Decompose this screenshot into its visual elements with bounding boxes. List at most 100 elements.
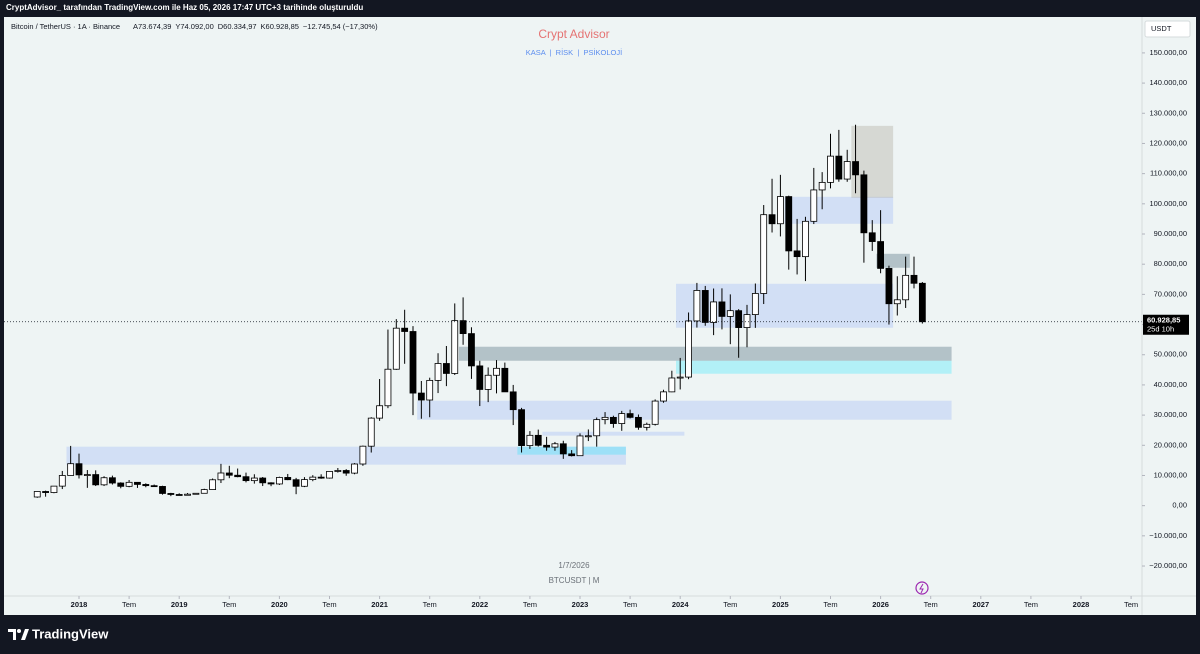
- candle-body: [184, 493, 191, 496]
- candle-body: [701, 290, 709, 323]
- ohlc-field: −12.745,54 (−17,30%): [303, 22, 378, 31]
- candle-body: [743, 314, 751, 328]
- candle-body: [877, 241, 884, 269]
- y-tick-label: 40.000,00: [1154, 380, 1187, 389]
- x-tick-label: 2025: [772, 600, 789, 609]
- candle-body: [760, 214, 768, 294]
- candle-body: [810, 189, 818, 222]
- x-tick-label: Tem: [222, 600, 236, 609]
- candle-body: [401, 327, 409, 332]
- candle-body: [668, 377, 676, 393]
- logo-mark: [21, 629, 29, 640]
- candle-body: [134, 481, 141, 485]
- candle-body: [33, 491, 41, 498]
- event-icon[interactable]: [915, 581, 929, 595]
- candle-body: [275, 477, 283, 485]
- candle-body: [326, 470, 333, 479]
- x-tick-label: Tem: [322, 600, 336, 609]
- candle-body: [192, 492, 200, 495]
- candle-body: [843, 161, 851, 180]
- candle-body: [125, 481, 133, 487]
- candle-body: [426, 379, 434, 401]
- x-tick-label: 2021: [371, 600, 388, 609]
- x-tick-label: 2018: [71, 600, 88, 609]
- candle-body: [200, 489, 208, 494]
- candle-body: [242, 476, 250, 482]
- y-tick-label: 10.000,00: [1154, 470, 1187, 479]
- x-tick-label: Tem: [423, 600, 437, 609]
- x-tick-label: Tem: [1024, 600, 1038, 609]
- candle-body: [910, 274, 918, 284]
- brand-logo: [8, 629, 29, 640]
- candle-body: [660, 391, 667, 402]
- zone: [458, 346, 952, 361]
- candle-body: [518, 409, 525, 446]
- candle-body: [726, 310, 734, 317]
- candle-body: [559, 443, 567, 455]
- ohlc-field: D60.334,97: [218, 22, 257, 31]
- ohlc-field: A73.674,39: [133, 22, 171, 31]
- candle-body: [918, 282, 926, 323]
- candle-body: [42, 491, 49, 493]
- zone: [876, 253, 910, 268]
- candle-body: [417, 392, 425, 401]
- candle-body: [852, 161, 859, 176]
- candle-body: [610, 416, 617, 424]
- zone: [417, 400, 952, 420]
- candle-body: [451, 320, 459, 374]
- y-tick-label: 100.000,00: [1149, 199, 1187, 208]
- candle-body: [167, 493, 175, 495]
- candle-body: [526, 434, 534, 446]
- candle-body: [501, 367, 509, 393]
- candle-body: [509, 391, 517, 411]
- candle-body: [818, 181, 826, 191]
- candle-body: [635, 416, 642, 428]
- candle-body: [384, 368, 392, 407]
- candle-body: [493, 367, 500, 376]
- candle-body: [175, 494, 183, 496]
- candle-body: [359, 445, 367, 465]
- candle-body: [83, 474, 91, 476]
- y-tick-label: 120.000,00: [1149, 138, 1187, 147]
- x-tick-label: Tem: [523, 600, 537, 609]
- candle-body: [351, 463, 358, 474]
- candle-body: [92, 474, 100, 486]
- candle-body: [576, 435, 584, 457]
- candle-body: [159, 486, 166, 494]
- candle-body: [100, 477, 108, 486]
- candle-body: [551, 443, 559, 448]
- candle-body: [75, 463, 83, 476]
- x-tick-label: 2019: [171, 600, 188, 609]
- chart-title: Crypt Advisor: [538, 27, 609, 41]
- candle-body: [651, 400, 659, 425]
- candle-body: [484, 374, 492, 390]
- ohlc-field: Y74.092,00: [175, 22, 213, 31]
- y-tick-label: 90.000,00: [1154, 229, 1187, 238]
- logo-mark: [8, 629, 16, 640]
- candle-body: [267, 482, 275, 485]
- candle-body: [317, 476, 325, 479]
- candle-body: [710, 301, 717, 323]
- candle-body: [434, 363, 442, 381]
- x-tick-label: Tem: [924, 600, 938, 609]
- countdown: 25d 10h: [1147, 325, 1174, 334]
- candle-body: [885, 268, 893, 305]
- attribution: CryptAdvisor_ tarafından TradingView.com…: [6, 3, 363, 12]
- candles: [33, 124, 926, 498]
- event-icon-bolt: [919, 583, 924, 594]
- y-tick-label: 70.000,00: [1154, 289, 1187, 298]
- candle-body: [835, 155, 843, 180]
- candle-body: [868, 232, 876, 242]
- candle-body: [785, 196, 793, 252]
- candle-body: [768, 214, 776, 225]
- x-tick-label: Tem: [122, 600, 136, 609]
- watermark-symbol: BTCUSDT | M: [549, 576, 600, 585]
- candle-body: [676, 376, 684, 379]
- candle-body: [334, 470, 342, 472]
- y-tick-label: 130.000,00: [1149, 108, 1187, 117]
- candle-body: [584, 435, 592, 438]
- candle-body: [58, 475, 66, 487]
- y-tick-label: −20.000,00: [1149, 561, 1187, 570]
